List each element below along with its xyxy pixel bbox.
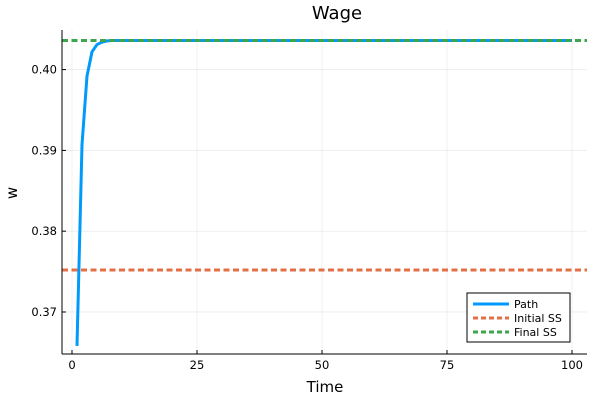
y-tick-label: 0.39 — [31, 143, 57, 157]
x-tick-label: 0 — [68, 358, 75, 372]
x-tick-label: 100 — [561, 358, 583, 372]
legend-label: Initial SS — [514, 312, 562, 325]
y-axis-label: w — [3, 187, 21, 199]
x-tick-label: 75 — [440, 358, 455, 372]
x-axis-label: Time — [306, 378, 344, 396]
x-tick-label: 25 — [190, 358, 205, 372]
series-layer — [62, 39, 587, 346]
axes: 0 25 50 75 100 0.37 0.38 0.39 0.40 — [31, 30, 587, 372]
grid — [62, 30, 587, 354]
y-tick-label: 0.40 — [31, 63, 57, 77]
x-tick-label: 50 — [315, 358, 330, 372]
y-tick-label: 0.37 — [31, 305, 57, 319]
chart-title: Wage — [312, 3, 362, 24]
legend-label: Path — [514, 298, 538, 311]
legend-label: Final SS — [514, 326, 557, 339]
y-tick-label: 0.38 — [31, 224, 57, 238]
